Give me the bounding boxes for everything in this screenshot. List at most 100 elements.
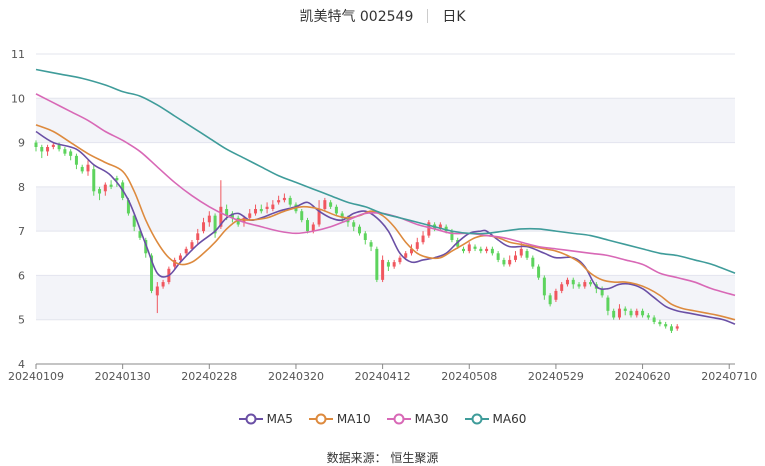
candles: [34, 140, 679, 333]
candle-body: [40, 147, 44, 152]
candle-body: [600, 288, 604, 296]
candle-body: [375, 248, 379, 280]
candle-body: [259, 209, 263, 212]
candle: [74, 153, 78, 170]
candle-body: [461, 248, 465, 252]
legend-item-ma5[interactable]: MA5: [238, 412, 293, 426]
candle: [173, 257, 177, 269]
candle: [537, 264, 541, 280]
candle: [334, 204, 338, 216]
candle-body: [323, 200, 327, 209]
candle: [392, 259, 396, 269]
candle-body: [288, 197, 292, 205]
candle: [508, 255, 512, 267]
candle-body: [669, 326, 673, 331]
candle-body: [282, 197, 286, 201]
candle-body: [306, 220, 310, 232]
candle-body: [57, 144, 61, 150]
candle: [259, 204, 263, 214]
candle-body: [427, 222, 431, 236]
y-tick-label: 6: [18, 269, 25, 282]
y-axis: 4 5 6 7 8 9 10 11: [11, 48, 25, 371]
candle: [623, 306, 627, 316]
candle-body: [652, 317, 656, 322]
candle-body: [69, 151, 73, 156]
legend-item-ma60[interactable]: MA60: [464, 412, 526, 426]
candle: [236, 215, 240, 227]
candle-body: [265, 206, 269, 209]
candle-body: [508, 259, 512, 265]
candle-body: [658, 321, 662, 325]
candle-body: [467, 244, 471, 252]
x-tick-label: 20240529: [528, 370, 584, 383]
candle-body: [531, 257, 535, 267]
y-tick-label: 5: [18, 314, 25, 327]
candle: [652, 315, 656, 325]
candle: [496, 251, 500, 263]
candle: [103, 182, 107, 196]
legend-item-ma10[interactable]: MA10: [308, 412, 371, 426]
legend-marker-icon: [238, 413, 263, 425]
candle-body: [612, 310, 616, 318]
candle: [415, 237, 419, 252]
candle-body: [490, 248, 494, 254]
candle-body: [207, 215, 211, 223]
candle: [80, 164, 84, 174]
candle-body: [277, 200, 281, 203]
candle-body: [617, 308, 621, 318]
candle-body: [63, 149, 67, 154]
candle: [635, 308, 639, 318]
candle-body: [635, 310, 639, 316]
candle-body: [196, 233, 200, 240]
candle-body: [74, 155, 78, 165]
legend-item-ma30[interactable]: MA30: [386, 412, 449, 426]
candle-body: [525, 251, 529, 258]
series-line-ma10: [35, 124, 736, 321]
candle-body: [329, 202, 333, 207]
candle-body: [577, 284, 581, 287]
candle-body: [369, 242, 373, 247]
candle: [277, 195, 281, 205]
legend-label: MA30: [414, 412, 449, 426]
candle-body: [513, 255, 517, 260]
candle-body: [178, 255, 182, 260]
candle: [560, 282, 564, 294]
candle-body: [381, 259, 385, 280]
candle-body: [415, 242, 419, 249]
candle: [641, 308, 645, 318]
candle: [375, 246, 379, 283]
candle-body: [496, 253, 500, 260]
candle: [571, 277, 575, 289]
candle: [427, 220, 431, 238]
candle: [461, 246, 465, 254]
candle: [86, 160, 90, 176]
candle: [323, 197, 327, 212]
candle-body: [444, 226, 448, 232]
candle-body: [334, 206, 338, 214]
candle-body: [542, 277, 546, 296]
candle: [473, 244, 477, 252]
candle: [207, 211, 211, 227]
candle-body: [554, 290, 558, 300]
candle: [617, 304, 621, 320]
candle: [606, 295, 610, 316]
candle-body: [311, 224, 315, 232]
stock-name: 凯美特气 002549: [299, 9, 414, 25]
candle-body: [421, 235, 425, 243]
candle: [381, 255, 385, 283]
candle-body: [80, 166, 84, 172]
candle: [196, 228, 200, 245]
candle: [178, 253, 182, 263]
candle: [485, 246, 489, 254]
candle: [629, 308, 633, 318]
candle-body: [664, 324, 668, 327]
candle-body: [34, 142, 38, 147]
x-tick-label: 20240109: [8, 370, 64, 383]
candle: [386, 259, 390, 271]
y-tick-label: 11: [11, 48, 25, 61]
candle: [577, 282, 581, 289]
candle: [669, 324, 673, 333]
candle-body: [352, 222, 356, 227]
candle-body: [184, 248, 188, 254]
